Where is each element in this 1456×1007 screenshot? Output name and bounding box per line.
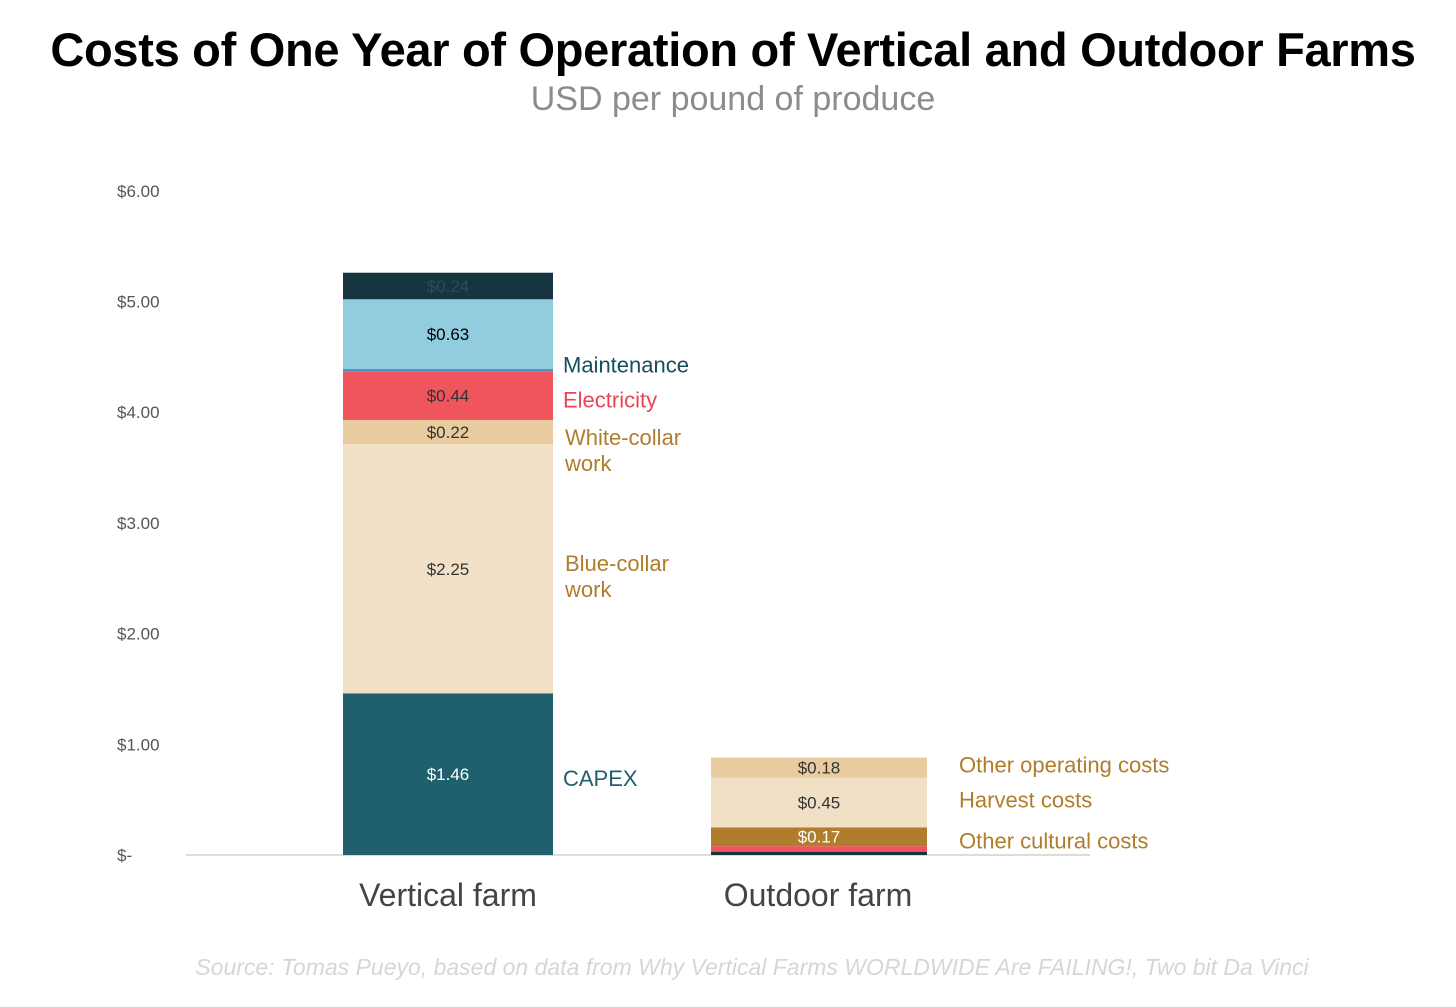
- x-tick-label: Vertical farm: [359, 877, 537, 913]
- bar-segment: [343, 444, 553, 694]
- segment-label: Blue-collar work: [564, 551, 669, 602]
- y-tick-label: $1.00: [117, 735, 160, 754]
- bar-segment: [711, 757, 927, 778]
- chart-title: Costs of One Year of Operation of Vertic…: [50, 23, 1416, 76]
- bar-segment: [711, 777, 927, 828]
- source-note: Source: Tomas Pueyo, based on data from …: [195, 954, 1309, 980]
- bar-segment: [711, 851, 927, 855]
- data-label: $0.18: [798, 759, 841, 778]
- x-axis: Vertical farm Outdoor farm: [359, 877, 912, 913]
- data-label: $0.45: [798, 793, 841, 812]
- x-tick-label: Outdoor farm: [724, 877, 913, 913]
- data-label: $0.44: [427, 387, 470, 406]
- y-tick-label: $-: [117, 846, 132, 865]
- y-tick-label: $6.00: [117, 182, 160, 201]
- bar-stack: $1.46 CAPEX $2.25 Blue-collar work $0.22 White…: [343, 272, 689, 855]
- y-axis: $- $1.00 $2.00 $3.00 $4.00 $5.00 $6.00: [117, 182, 160, 865]
- bar-segment: [343, 299, 553, 370]
- bar-segment: [343, 693, 553, 855]
- data-label: $0.17: [798, 828, 841, 847]
- bar-segment: [711, 846, 927, 852]
- bar-stack: $0.17 Other cultural costs $0.45 Harvest co…: [711, 753, 1169, 855]
- bar-segment: [343, 369, 553, 372]
- bar-segment: [343, 272, 553, 300]
- segment-label: White-collar work: [564, 425, 681, 476]
- bar-segment: [343, 371, 553, 420]
- y-tick-label: $2.00: [117, 625, 160, 644]
- y-tick-label: $5.00: [117, 293, 160, 312]
- data-label: $0.24: [427, 277, 470, 296]
- bar-stacks: $1.46 CAPEX $2.25 Blue-collar work $0.22 White…: [343, 272, 1169, 855]
- segment-label: Electricity: [563, 388, 657, 413]
- data-label: $1.46: [427, 765, 470, 784]
- segment-label: Harvest costs: [959, 787, 1092, 812]
- y-tick-label: $4.00: [117, 403, 160, 422]
- segment-label: Other operating costs: [959, 753, 1169, 778]
- segment-label: Maintenance: [563, 352, 689, 377]
- segment-label: Other cultural costs: [959, 829, 1149, 854]
- data-label: $0.63: [427, 325, 470, 344]
- bar-segment: [711, 827, 927, 847]
- bar-segment: [343, 419, 553, 445]
- segment-label: CAPEX: [563, 766, 638, 791]
- chart-subtitle: USD per pound of produce: [530, 80, 936, 118]
- data-label: $2.25: [427, 560, 470, 579]
- y-tick-label: $3.00: [117, 514, 160, 533]
- data-label: $0.22: [427, 423, 470, 442]
